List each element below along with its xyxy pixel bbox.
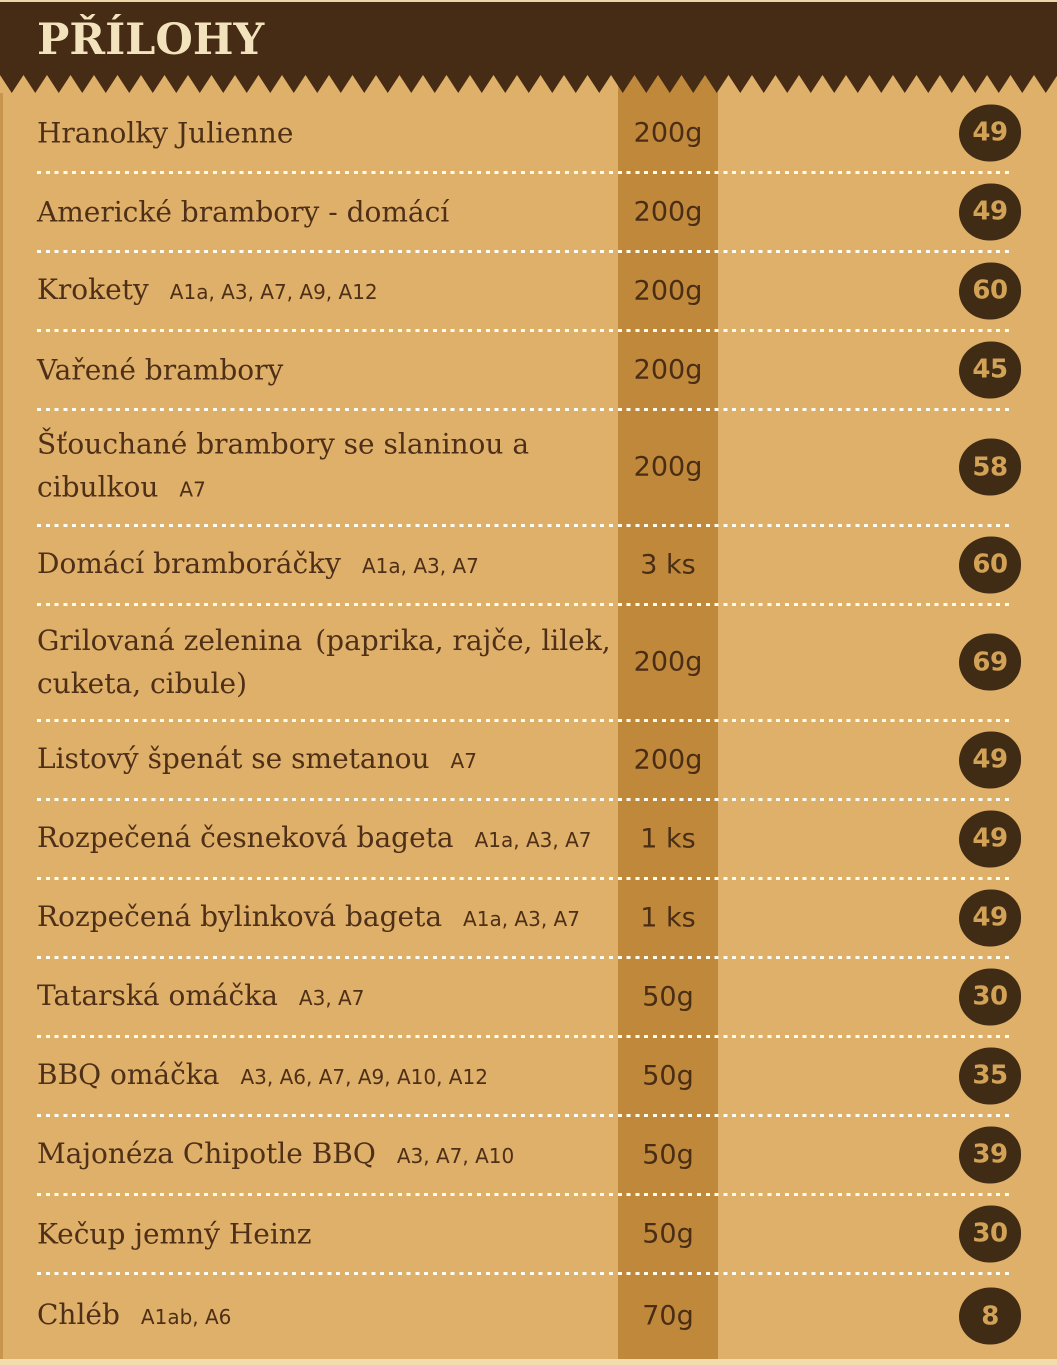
menu-item-row: Listový špenát se smetanou A7 200g 49 bbox=[0, 720, 1057, 801]
price-value: 49 bbox=[972, 196, 1008, 227]
menu-item-row: Rozpečená česneková bageta A1a, A3, A7 1 … bbox=[0, 799, 1057, 880]
price-value: 60 bbox=[972, 275, 1008, 306]
price-badge: 60 bbox=[959, 262, 1021, 319]
item-name: Grilovaná zelenina bbox=[37, 624, 303, 657]
menu-item-row: Rozpečená bylinková bageta A1a, A3, A7 1 … bbox=[0, 878, 1057, 959]
item-allergens: A1ab, A6 bbox=[140, 1305, 232, 1329]
portion-size: 200g bbox=[633, 275, 703, 306]
price-value: 69 bbox=[972, 647, 1008, 677]
menu-item-row: BBQ omáčka A3, A6, A7, A9, A10, A12 50g 3… bbox=[0, 1036, 1057, 1117]
portion-size: 200g bbox=[633, 196, 703, 227]
price-value: 58 bbox=[972, 452, 1008, 482]
price-badge: 35 bbox=[959, 1047, 1021, 1104]
menu-item-row: Vařené brambory 200g 45 bbox=[0, 330, 1057, 411]
price-badge: 49 bbox=[959, 104, 1021, 161]
portion-size: 200g bbox=[633, 354, 703, 385]
price-badge: 69 bbox=[959, 633, 1021, 691]
portion-size: 200g bbox=[633, 744, 703, 775]
price-badge: 49 bbox=[959, 889, 1021, 946]
item-description: (paprika, rajče, lilek, cuketa, cibule) bbox=[37, 624, 611, 700]
item-allergens: A1a, A3, A7 bbox=[463, 906, 580, 931]
item-allergens: A1a, A3, A7 bbox=[474, 827, 592, 852]
item-name: Rozpečená bylinková bageta bbox=[37, 899, 443, 933]
menu-item-row: Americké brambory - domácí 200g 49 bbox=[0, 172, 1057, 253]
portion-column-band bbox=[618, 0, 718, 1359]
price-value: 39 bbox=[972, 1139, 1008, 1170]
menu-item-row: Tatarská omáčka A3, A7 50g 30 bbox=[0, 957, 1057, 1038]
menu-item-row: Krokety A1a, A3, A7, A9, A12 200g 60 bbox=[0, 251, 1057, 332]
menu-item-row: Hranolky Julienne 200g 49 bbox=[0, 93, 1057, 174]
menu-item-row: Chléb A1ab, A6 70g 8 bbox=[0, 1273, 1057, 1359]
item-name: Vařené brambory bbox=[37, 353, 284, 386]
portion-size: 50g bbox=[642, 1060, 694, 1091]
item-name: Chléb bbox=[37, 1298, 120, 1331]
zigzag-divider bbox=[0, 75, 1057, 93]
price-value: 49 bbox=[972, 744, 1008, 775]
menu-item-row: Majonéza Chipotle BBQ A3, A7, A10 50g 39 bbox=[0, 1115, 1057, 1196]
item-name: Listový špenát se smetanou bbox=[37, 741, 430, 775]
price-badge: 8 bbox=[959, 1287, 1021, 1345]
item-allergens: A1a, A3, A7 bbox=[361, 553, 479, 578]
section-title: PŘÍLOHY bbox=[37, 15, 265, 65]
top-edge-strip bbox=[0, 0, 1057, 2]
price-badge: 39 bbox=[959, 1126, 1021, 1183]
portion-size: 1 ks bbox=[640, 823, 696, 854]
price-value: 49 bbox=[972, 902, 1008, 933]
menu-item-row: Domácí bramboráčky A1a, A3, A7 3 ks 60 bbox=[0, 525, 1057, 606]
portion-size: 200g bbox=[633, 117, 703, 148]
portion-size: 200g bbox=[633, 646, 703, 678]
item-name: Tatarská omáčka bbox=[37, 978, 278, 1012]
price-badge: 58 bbox=[959, 438, 1021, 496]
price-badge: 45 bbox=[959, 341, 1021, 398]
portion-size: 50g bbox=[642, 1218, 694, 1249]
item-name: Rozpečená česneková bageta bbox=[37, 820, 454, 854]
price-value: 45 bbox=[972, 354, 1008, 385]
item-allergens: A7 bbox=[450, 748, 477, 773]
price-value: 60 bbox=[972, 549, 1008, 580]
item-name: Majonéza Chipotle BBQ bbox=[37, 1136, 376, 1170]
menu-items-list: Hranolky Julienne 200g 49 Americké bramb… bbox=[0, 93, 1057, 1359]
item-allergens: A3, A7 bbox=[298, 985, 365, 1010]
item-allergens: A1a, A3, A7, A9, A12 bbox=[169, 279, 378, 304]
price-value: 30 bbox=[972, 981, 1008, 1012]
item-name: Americké brambory - domácí bbox=[37, 195, 450, 228]
price-badge: 30 bbox=[959, 1205, 1021, 1262]
item-name: Hranolky Julienne bbox=[37, 116, 294, 149]
item-allergens: A3, A6, A7, A9, A10, A12 bbox=[240, 1064, 488, 1089]
price-value: 49 bbox=[972, 117, 1008, 148]
item-name: Šťouchané brambory se slaninou a cibulko… bbox=[37, 427, 530, 504]
item-allergens: A3, A7, A10 bbox=[396, 1143, 515, 1168]
price-badge: 49 bbox=[959, 810, 1021, 867]
price-badge: 30 bbox=[959, 968, 1021, 1025]
portion-size: 3 ks bbox=[640, 549, 696, 580]
price-value: 35 bbox=[972, 1060, 1008, 1091]
portion-size: 50g bbox=[642, 981, 694, 1012]
bottom-edge-strip bbox=[0, 1359, 1057, 1365]
price-badge: 49 bbox=[959, 183, 1021, 240]
portion-size: 70g bbox=[642, 1300, 694, 1332]
price-value: 8 bbox=[981, 1301, 999, 1331]
portion-size: 200g bbox=[633, 451, 703, 483]
left-edge-accent bbox=[0, 93, 3, 1359]
price-badge: 60 bbox=[959, 536, 1021, 593]
item-name: Kečup jemný Heinz bbox=[37, 1217, 312, 1250]
item-name: Domácí bramboráčky bbox=[37, 546, 341, 580]
menu-item-row: Grilovaná zelenina (paprika, rajče, lilek… bbox=[0, 604, 1057, 722]
item-name: Krokety bbox=[37, 272, 149, 306]
portion-size: 50g bbox=[642, 1139, 694, 1170]
menu-item-row: Kečup jemný Heinz 50g 30 bbox=[0, 1194, 1057, 1275]
item-allergens: A7 bbox=[179, 477, 206, 502]
price-badge: 49 bbox=[959, 731, 1021, 788]
section-header: PŘÍLOHY bbox=[0, 2, 1057, 75]
price-value: 30 bbox=[972, 1218, 1008, 1249]
menu-item-row: Šťouchané brambory se slaninou a cibulko… bbox=[0, 409, 1057, 527]
portion-size: 1 ks bbox=[640, 902, 696, 933]
price-value: 49 bbox=[972, 823, 1008, 854]
item-name: BBQ omáčka bbox=[37, 1057, 220, 1091]
